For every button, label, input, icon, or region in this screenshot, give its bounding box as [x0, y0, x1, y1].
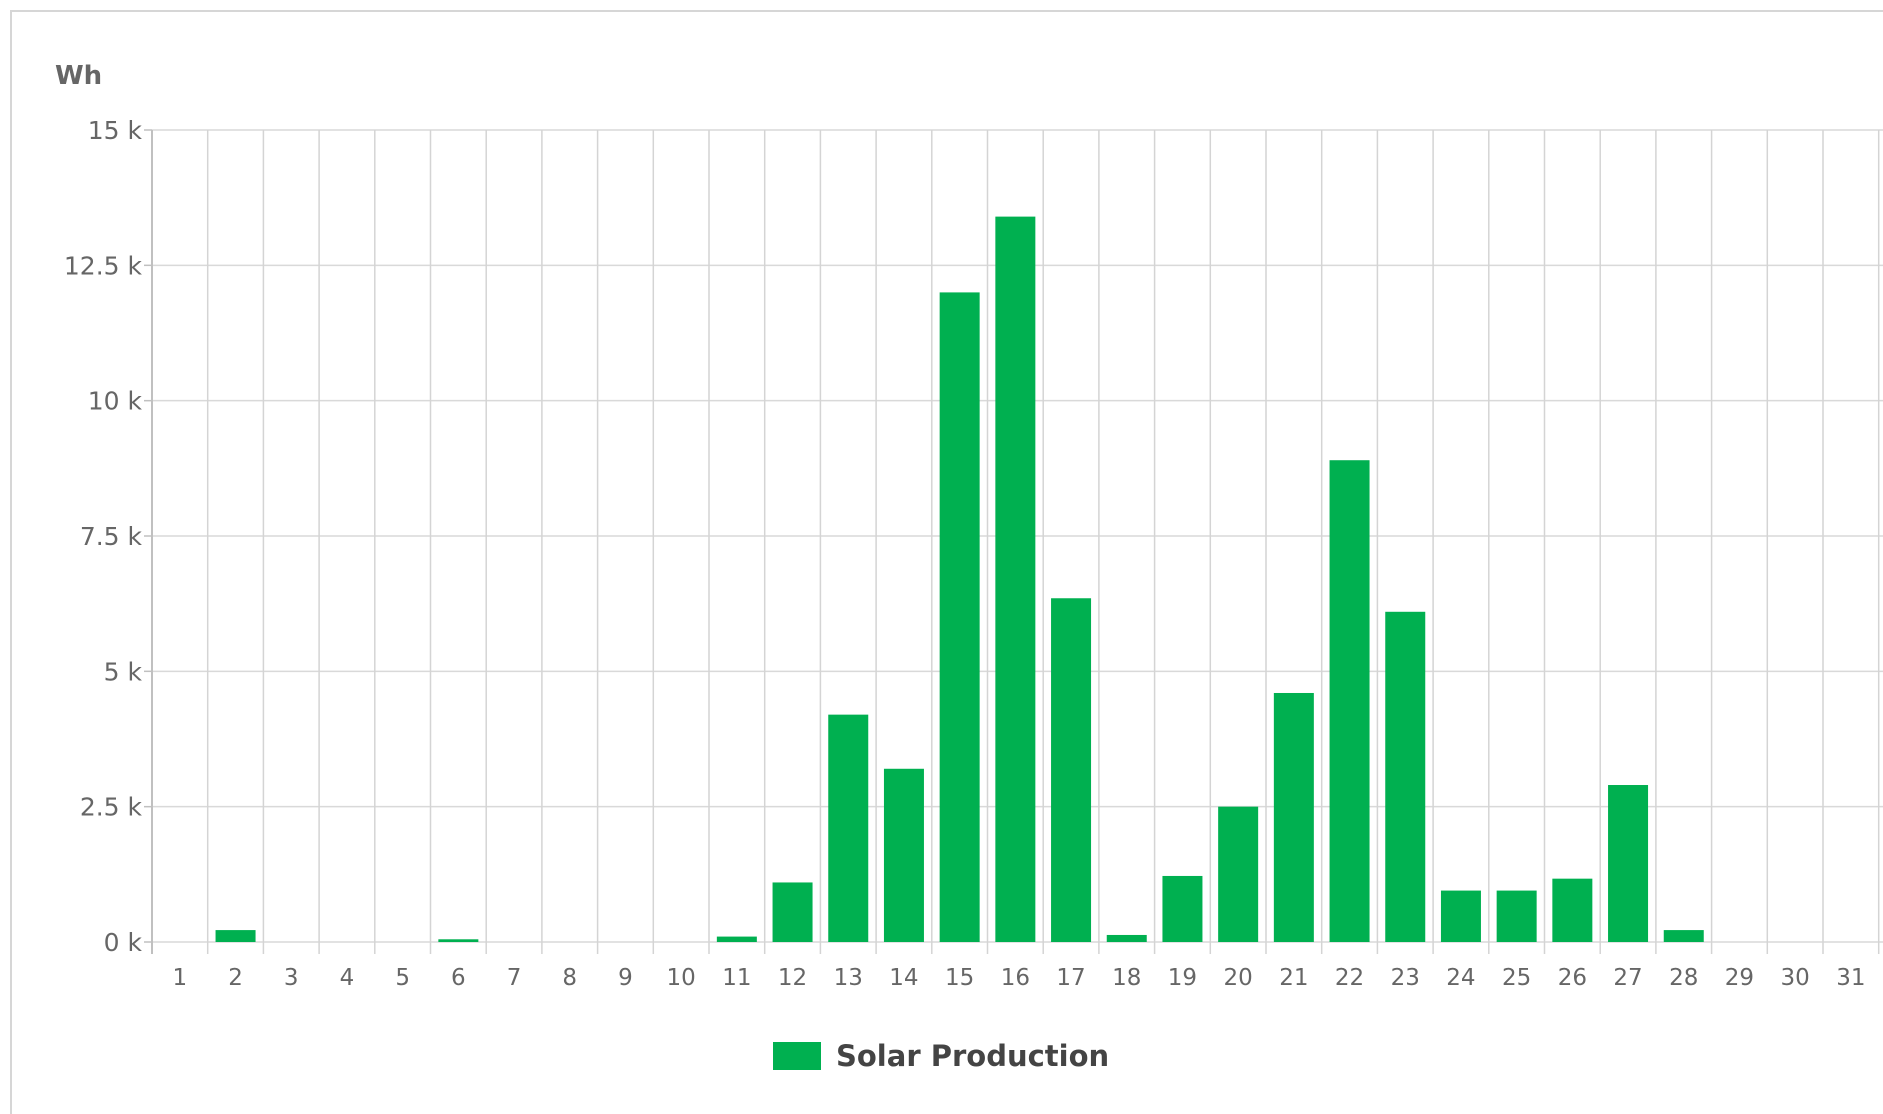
bar-day-24: [1440, 890, 1481, 942]
x-tick-label: 31: [1836, 965, 1865, 991]
bar-day-11: [716, 936, 757, 942]
bar-day-18: [1106, 934, 1147, 942]
x-tick-label: 28: [1669, 965, 1698, 991]
bar-day-12: [772, 882, 813, 942]
y-tick-label: 15 k: [88, 116, 143, 145]
bar-day-28: [1663, 930, 1704, 942]
bar-day-20: [1218, 806, 1259, 942]
bar-day-15: [939, 292, 980, 942]
x-tick-label: 29: [1725, 965, 1754, 991]
x-tick-label: 9: [618, 965, 633, 991]
y-tick-label: 10 k: [88, 387, 143, 416]
x-tick-label: 21: [1279, 965, 1308, 991]
x-tick-label: 24: [1446, 965, 1475, 991]
bar-day-27: [1608, 785, 1649, 942]
bar-day-22: [1329, 460, 1370, 942]
x-tick-label: 8: [562, 965, 577, 991]
y-tick-label: 2.5 k: [80, 793, 143, 822]
x-tick-label: 14: [889, 965, 918, 991]
bar-day-14: [883, 768, 924, 942]
x-tick-label: 19: [1168, 965, 1197, 991]
x-tick-label: 5: [395, 965, 410, 991]
bar-day-26: [1552, 878, 1593, 942]
bar-day-23: [1385, 611, 1426, 942]
x-tick-label: 3: [284, 965, 299, 991]
x-tick-label: 20: [1224, 965, 1253, 991]
bar-day-16: [995, 216, 1036, 942]
x-tick-label: 25: [1502, 965, 1531, 991]
bar-day-17: [1051, 598, 1092, 942]
legend-swatch: [773, 1042, 821, 1070]
legend-label: Solar Production: [836, 1039, 1109, 1073]
y-tick-label: 5 k: [104, 657, 143, 686]
y-tick-labels: 0 k 2.5 k 5 k 7.5 k 10 k 12.5 k 15 k: [64, 116, 143, 957]
bar-day-21: [1273, 692, 1314, 942]
x-tick-labels: 1 2 3 4 5 6 7 8 9 10 11 12 13 14 15 16 17 18 19 20 21 22 23 24 2…: [173, 965, 1866, 991]
x-tick-label: 15: [945, 965, 974, 991]
x-tick-label: 22: [1335, 965, 1364, 991]
legend[interactable]: Solar Production: [773, 1039, 1109, 1073]
y-tick-label: 12.5 k: [64, 251, 143, 280]
x-tick-label: 6: [451, 965, 466, 991]
y-tick-label: 0 k: [104, 928, 143, 957]
y-axis-unit-label: Wh: [55, 61, 102, 91]
x-tick-label: 4: [340, 965, 355, 991]
x-tick-label: 16: [1001, 965, 1030, 991]
x-tick-label: 26: [1558, 965, 1587, 991]
x-tick-label: 7: [507, 965, 522, 991]
bar-day-13: [828, 714, 869, 942]
y-tick-label: 7.5 k: [80, 522, 143, 551]
x-tick-label: 12: [778, 965, 807, 991]
bars: [215, 216, 1704, 942]
x-tick-label: 30: [1781, 965, 1810, 991]
x-tick-label: 1: [173, 965, 188, 991]
x-tick-label: 27: [1613, 965, 1642, 991]
x-tick-label: 13: [834, 965, 863, 991]
x-tick-label: 2: [228, 965, 243, 991]
x-tick-label: 10: [667, 965, 696, 991]
bar-day-25: [1496, 890, 1537, 942]
x-tick-label: 23: [1391, 965, 1420, 991]
x-tick-label: 11: [722, 965, 751, 991]
axes: [144, 129, 153, 954]
x-tick-label: 17: [1056, 965, 1085, 991]
bar-day-19: [1162, 875, 1203, 942]
bar-day-6: [438, 939, 479, 942]
bar-day-2: [215, 930, 256, 942]
x-tick-label: 18: [1112, 965, 1141, 991]
